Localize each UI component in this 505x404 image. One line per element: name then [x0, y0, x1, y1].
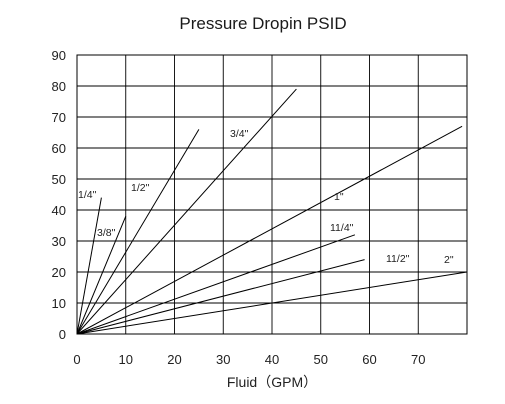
series-line — [76, 197, 102, 335]
y-tick-label: 70 — [52, 110, 66, 125]
series-line — [76, 271, 468, 335]
series-line — [76, 259, 365, 335]
series-label: 1/4" — [78, 189, 97, 201]
series-label: 1/2" — [131, 182, 150, 194]
series-label: 2" — [444, 254, 454, 266]
y-tick-label: 80 — [52, 79, 66, 94]
series-line — [76, 88, 297, 335]
y-axis-ticks: 0 10 20 30 40 50 60 70 80 90 — [52, 48, 66, 342]
series-labels: 1/4" 3/8" 1/2" 3/4" 1" 11/4" 11/2" 2" — [78, 128, 454, 266]
y-tick-label: 0 — [59, 327, 66, 342]
x-axis-label: Fluid（GPM） — [227, 374, 317, 390]
series-label: 11/4" — [330, 222, 354, 234]
x-tick-label: 0 — [73, 352, 80, 367]
plot-frame — [76, 54, 468, 335]
x-tick-label: 70 — [411, 352, 425, 367]
x-tick-label: 30 — [216, 352, 230, 367]
series-label: 1" — [334, 191, 344, 203]
series-lines — [76, 88, 468, 335]
x-tick-label: 60 — [362, 352, 376, 367]
x-axis-ticks: 0 10 20 30 40 50 60 70 — [73, 352, 425, 367]
x-tick-label: 50 — [314, 352, 328, 367]
y-tick-label: 90 — [52, 48, 66, 63]
y-tick-label: 50 — [52, 172, 66, 187]
y-tick-label: 10 — [52, 296, 66, 311]
series-label: 3/8" — [97, 227, 116, 239]
series-line — [76, 216, 127, 335]
series-label: 11/2" — [386, 253, 410, 265]
x-tick-label: 40 — [265, 352, 279, 367]
series-line — [76, 129, 200, 335]
series-label: 3/4" — [230, 128, 249, 140]
y-tick-label: 30 — [52, 234, 66, 249]
series-line — [76, 125, 463, 335]
x-tick-label: 20 — [167, 352, 181, 367]
x-tick-label: 10 — [119, 352, 133, 367]
grid — [77, 55, 467, 334]
y-tick-label: 60 — [52, 141, 66, 156]
series-line — [76, 234, 356, 335]
y-tick-label: 40 — [52, 203, 66, 218]
chart-title: Pressure Dropin PSID — [179, 14, 346, 33]
y-tick-label: 20 — [52, 265, 66, 280]
